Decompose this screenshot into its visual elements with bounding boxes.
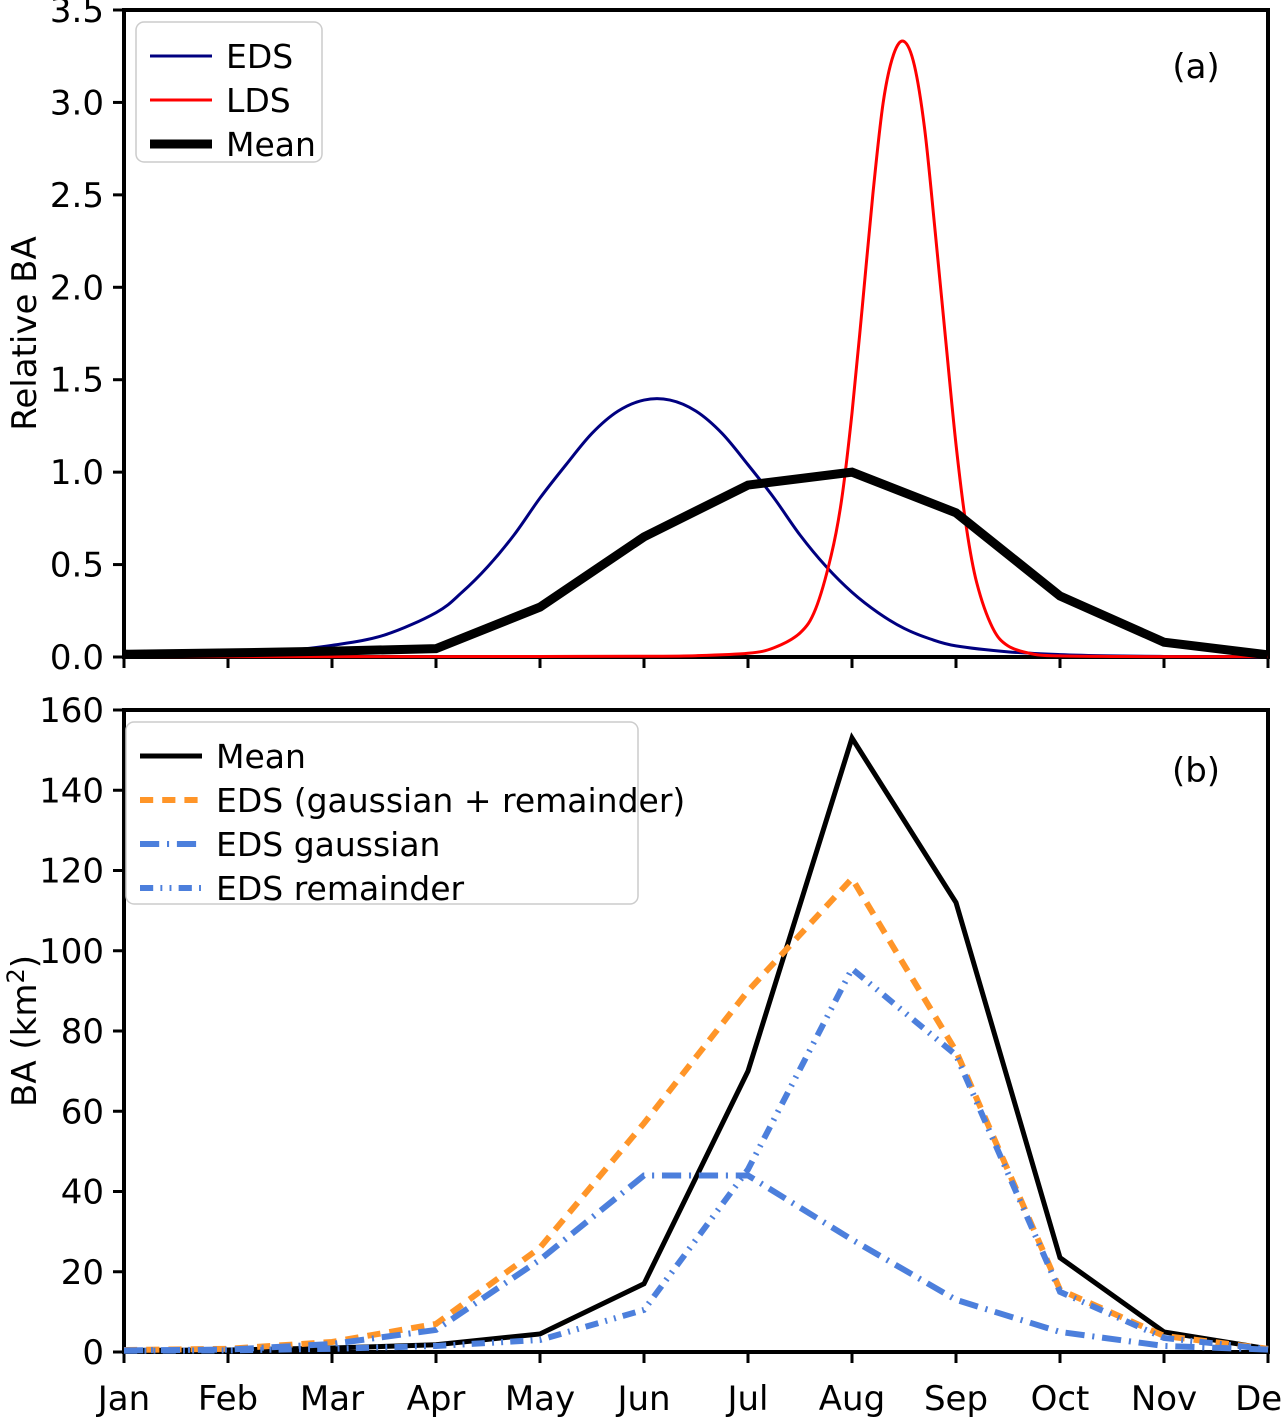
- legend-a: EDS LDS Mean: [135, 21, 323, 164]
- y-tick-label-6: 120: [39, 852, 104, 892]
- legend-b: Mean EDS (gaussian + remainder) EDS gaussi…: [125, 721, 685, 908]
- series-line-0: [123, 732, 1269, 1353]
- x-tick-label-1: Feb: [198, 1379, 258, 1419]
- y-tick-label-5: 100: [39, 932, 104, 972]
- series-line-2: [123, 1172, 1269, 1354]
- y-tick-label-3: 1.5: [50, 361, 104, 401]
- x-tick-label-2: Mar: [300, 1379, 364, 1419]
- x-tick-label-4: May: [505, 1379, 575, 1419]
- y-tick-label-8: 160: [39, 691, 104, 731]
- y-axis-title-text: BA (km2): [2, 955, 45, 1107]
- x-tick-label-6: Jul: [725, 1379, 768, 1419]
- y-tick-label-4: 80: [61, 1012, 104, 1052]
- y-tick-label-5: 2.5: [50, 176, 104, 216]
- y-tick-label-7: 3.5: [50, 0, 104, 31]
- y-axis-title-main: BA (km: [5, 984, 45, 1107]
- x-tick-label-8: Sep: [924, 1379, 988, 1419]
- y-tick-label-2: 40: [61, 1173, 104, 1213]
- y-axis-title: Relative BA: [5, 236, 45, 431]
- y-tick-label-1: 20: [61, 1253, 104, 1293]
- x-tick-label-7: Aug: [819, 1379, 885, 1419]
- legend-label-1: EDS (gaussian + remainder): [216, 781, 685, 820]
- x-tick-label-0: Jan: [96, 1379, 150, 1419]
- x-tick-label-10: Nov: [1131, 1379, 1197, 1419]
- x-tick-label-5: Jun: [615, 1379, 670, 1419]
- legend-label-0: EDS: [226, 37, 293, 76]
- x-tick-label-3: Apr: [407, 1379, 466, 1419]
- legend-label-1: LDS: [226, 81, 291, 120]
- y-tick-label-2: 1.0: [50, 453, 104, 493]
- y-axis-title-tail: ): [5, 955, 45, 968]
- y-tick-label-1: 0.5: [50, 546, 104, 586]
- series-line-1: [123, 873, 1269, 1353]
- y-tick-label-0: 0.0: [50, 638, 104, 678]
- legend-label-2: EDS gaussian: [216, 825, 440, 864]
- series-line-1: [123, 39, 1269, 659]
- x-tick-label-11: Dec: [1235, 1379, 1284, 1419]
- y-tick-label-3: 60: [61, 1092, 104, 1132]
- legend-label-2: Mean: [226, 125, 316, 164]
- y-tick-label-7: 140: [39, 771, 104, 811]
- panel-a: 0.0 0.5 1.0 1.5 2.0 2.5 3.0 3.5 Relative BA (a) ED…: [5, 0, 1270, 678]
- legend-label-0: Mean: [216, 737, 306, 776]
- panel-tag-b: (b): [1172, 751, 1220, 791]
- y-axis-title-exponent: 2: [2, 968, 30, 983]
- y-tick-label-4: 2.0: [50, 268, 104, 308]
- legend-label-3: EDS remainder: [216, 869, 465, 908]
- panel-b: 0 20 40 60 80 100 120 140 160 Jan Feb Mar Apr May Jun J…: [2, 691, 1284, 1419]
- y-tick-label-0: 0: [82, 1333, 104, 1373]
- y-tick-label-6: 3.0: [50, 83, 104, 123]
- panel-tag-a: (a): [1172, 47, 1219, 87]
- x-tick-label-9: Oct: [1031, 1379, 1090, 1419]
- series-line-0: [123, 397, 1269, 659]
- legend-background: [125, 721, 639, 905]
- y-axis-title: BA (km2): [2, 955, 45, 1107]
- series-line-2: [123, 467, 1269, 660]
- series-line-3: [123, 964, 1269, 1354]
